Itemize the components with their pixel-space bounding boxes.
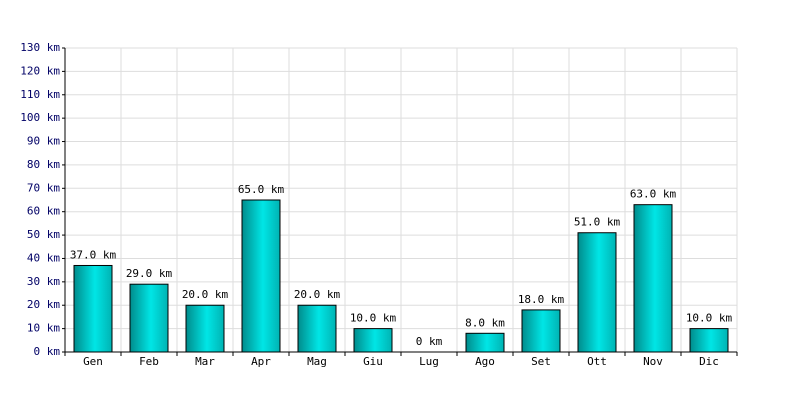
y-tick-label: 20 km <box>27 298 60 311</box>
x-tick-label: Gen <box>83 355 103 368</box>
y-tick-label: 10 km <box>27 322 60 335</box>
x-tick-label: Ago <box>475 355 495 368</box>
bar <box>577 232 617 353</box>
x-tick-label: Dic <box>699 355 719 368</box>
bar <box>689 328 729 353</box>
y-tick-label: 130 km <box>20 41 60 54</box>
bar <box>353 328 393 353</box>
bar <box>465 332 505 353</box>
x-tick-label: Feb <box>139 355 159 368</box>
y-tick-label: 30 km <box>27 275 60 288</box>
bar <box>241 199 281 353</box>
bar <box>633 204 673 353</box>
bar <box>129 283 169 353</box>
value-label: 10.0 km <box>350 312 397 325</box>
value-label: 10.0 km <box>686 312 733 325</box>
value-label: 20.0 km <box>182 288 229 301</box>
value-label: 18.0 km <box>518 293 565 306</box>
x-tick-label: Giu <box>363 355 383 368</box>
y-tick-label: 90 km <box>27 135 60 148</box>
x-tick-label: Nov <box>643 355 663 368</box>
y-tick-label: 80 km <box>27 158 60 171</box>
x-tick-label: Mag <box>307 355 327 368</box>
bar <box>185 304 225 353</box>
bar <box>297 304 337 353</box>
value-label: 51.0 km <box>574 216 621 229</box>
value-label: 65.0 km <box>238 183 285 196</box>
x-tick-label: Set <box>531 355 551 368</box>
value-label: 37.0 km <box>70 248 117 261</box>
y-tick-label: 110 km <box>20 88 60 101</box>
x-tick-label: Apr <box>251 355 271 368</box>
y-tick-label: 40 km <box>27 251 60 264</box>
x-tick-label: Lug <box>419 355 439 368</box>
value-label: 63.0 km <box>630 188 677 201</box>
y-tick-label: 50 km <box>27 228 60 241</box>
y-tick-label: 60 km <box>27 205 60 218</box>
x-tick-label: Ott <box>587 355 607 368</box>
x-tick-label: Mar <box>195 355 215 368</box>
bar <box>521 309 561 353</box>
y-tick-label: 0 km <box>34 345 61 358</box>
y-tick-label: 120 km <box>20 64 60 77</box>
y-tick-label: 70 km <box>27 181 60 194</box>
bar <box>73 264 113 353</box>
value-label: 8.0 km <box>465 316 505 329</box>
value-label: 29.0 km <box>126 267 173 280</box>
value-label: 0 km <box>416 335 443 348</box>
value-label: 20.0 km <box>294 288 341 301</box>
y-tick-label: 100 km <box>20 111 60 124</box>
